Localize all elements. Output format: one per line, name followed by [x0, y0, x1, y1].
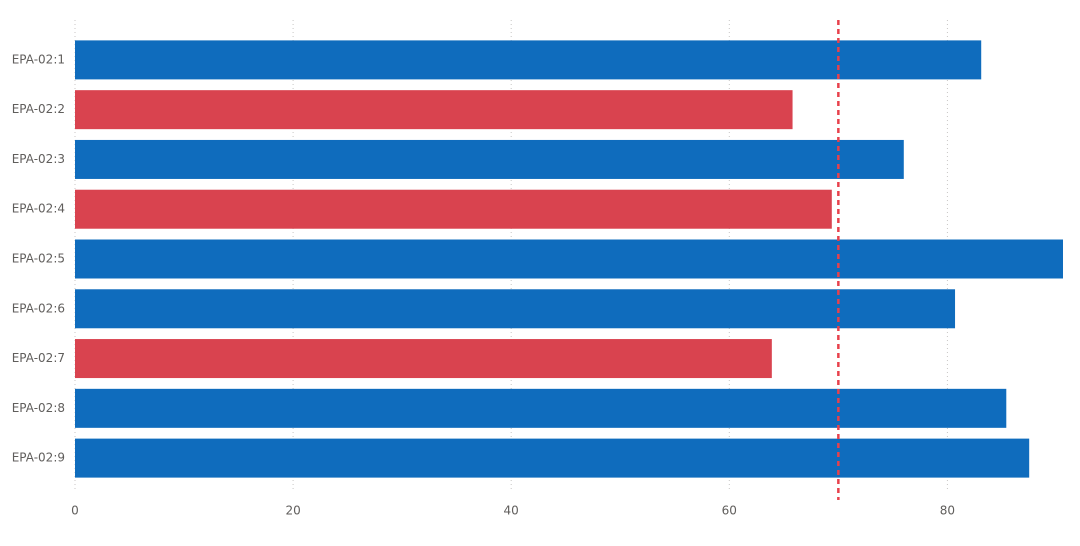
bar [75, 189, 832, 229]
y-tick-label: EPA-02:6 [12, 301, 65, 315]
x-tick-label: 60 [722, 504, 737, 518]
y-tick-label: EPA-02:7 [12, 351, 65, 365]
bar [75, 239, 1063, 279]
y-tick-label: EPA-02:3 [12, 152, 65, 166]
bar [75, 40, 982, 80]
y-tick-label: EPA-02:5 [12, 252, 65, 266]
bar [75, 339, 772, 379]
x-tick-label: 80 [940, 504, 955, 518]
bar [75, 388, 1007, 428]
bar [75, 139, 904, 179]
bar [75, 289, 956, 329]
bar [75, 438, 1030, 478]
y-tick-label: EPA-02:2 [12, 102, 65, 116]
y-tick-label: EPA-02:4 [12, 202, 65, 216]
y-tick-label: EPA-02:9 [12, 451, 65, 465]
y-tick-label: EPA-02:8 [12, 401, 65, 415]
bar [75, 90, 793, 130]
x-tick-label: 40 [504, 504, 519, 518]
x-tick-label: 0 [71, 504, 79, 518]
x-tick-label: 20 [285, 504, 300, 518]
y-tick-label: EPA-02:1 [12, 52, 65, 66]
